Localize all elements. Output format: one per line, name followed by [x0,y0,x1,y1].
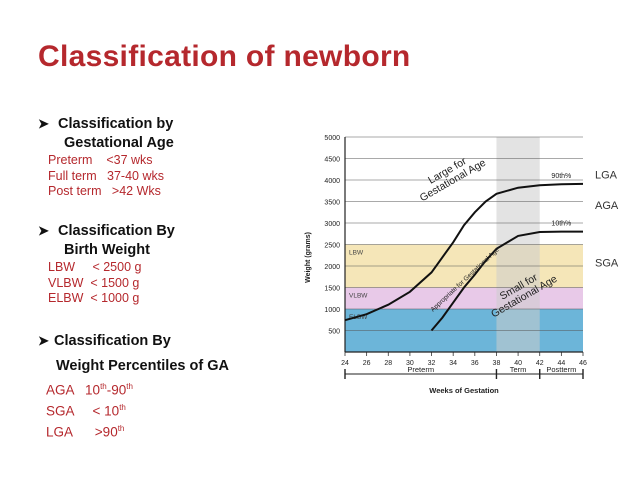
curve-label-0: Large forGestational Age [412,147,488,204]
x-tick-label: 38 [493,360,501,367]
period-label-postterm: Postterm [546,365,576,374]
y-tick-label: 5000 [324,135,340,142]
x-tick-label: 30 [406,360,414,367]
sga-line: SGA < 10th [46,403,126,419]
period-label-term: Term [510,365,527,374]
y-tick-label: 3000 [324,221,340,228]
arrow-bullet-icon: ➤ [38,333,49,348]
birth-weight-heading-2: Birth Weight [64,242,150,258]
x-tick-label: 26 [363,360,371,367]
x-tick-label: 24 [341,360,349,367]
growth-chart-svg: 500 1000 1500 2000 2500 3000 3500 4000 4500 5000 2… [305,135,619,395]
percentile-heading-2: Weight Percentiles of GA [56,358,229,374]
series-label: 10th% [551,221,571,228]
y-tick-label: 4500 [324,157,340,164]
right-label-sga: SGA [595,258,619,270]
slide-title: Classification of newborn [38,40,411,73]
band-label-lbw: LBW [349,250,364,257]
x-tick-label: 32 [428,360,436,367]
percentile-heading: ➤ Classification By [38,333,171,349]
gestational-age-heading-2: Gestational Age [64,135,174,151]
percentile-section: ➤ Classification By Weight Percentiles of… [38,331,229,441]
y-tick-label: 4000 [324,178,340,185]
gestational-age-section: ➤ Classification by Gestational Age Pret… [38,114,174,200]
arrow-bullet-icon: ➤ [38,223,49,238]
y-tick-label: 2500 [324,243,340,250]
y-axis-label: Weight (grams) [305,232,312,283]
y-tick-label: 1500 [324,286,340,293]
x-tick-label: 44 [557,360,565,367]
growth-chart: 500 1000 1500 2000 2500 3000 3500 4000 4500 5000 2… [290,125,620,412]
lga-line: LGA >90th [46,424,125,440]
right-label-aga: AGA [595,200,619,212]
post-term-line: Post term >42 Wks [48,184,161,198]
full-term-line: Full term 37-40 wks [48,168,165,183]
elbw-line: ELBW < 1000 g [48,291,140,305]
y-tick-label: 1000 [324,307,340,314]
band-label-vlbw: VLBW [349,293,368,300]
x-tick-label: 34 [449,360,457,367]
arrow-bullet-icon: ➤ [38,116,49,131]
birth-weight-section: ➤ Classification By Birth Weight LBW < 2… [38,221,175,307]
band-label-elbw: ELBW [349,314,368,321]
y-tick-label: 2000 [324,264,340,271]
aga-line: AGA 10th-90th [46,382,133,398]
percentile-line-1 [430,230,583,332]
lbw-line: LBW < 2500 g [48,260,142,274]
birth-weight-heading: ➤ Classification By [38,223,175,239]
vlbw-line: VLBW < 1500 g [48,275,140,290]
period-label-preterm: Preterm [407,365,434,374]
percentile-line-0 [344,182,584,322]
preterm-line: Preterm <37 wks [48,153,153,167]
y-tick-label: 500 [328,329,340,336]
x-tick-label: 28 [384,360,392,367]
band-vlbw [345,287,583,309]
x-axis-label: Weeks of Gestation [429,386,499,395]
x-tick-label: 42 [536,360,544,367]
x-tick-label: 40 [514,360,522,367]
x-tick-label: 36 [471,360,479,367]
gestational-age-heading: ➤ Classification by [38,116,174,132]
series-label: 90th% [551,173,571,180]
right-label-lga: LGA [595,169,618,181]
y-tick-label: 3500 [324,200,340,207]
x-tick-label: 46 [579,360,587,367]
